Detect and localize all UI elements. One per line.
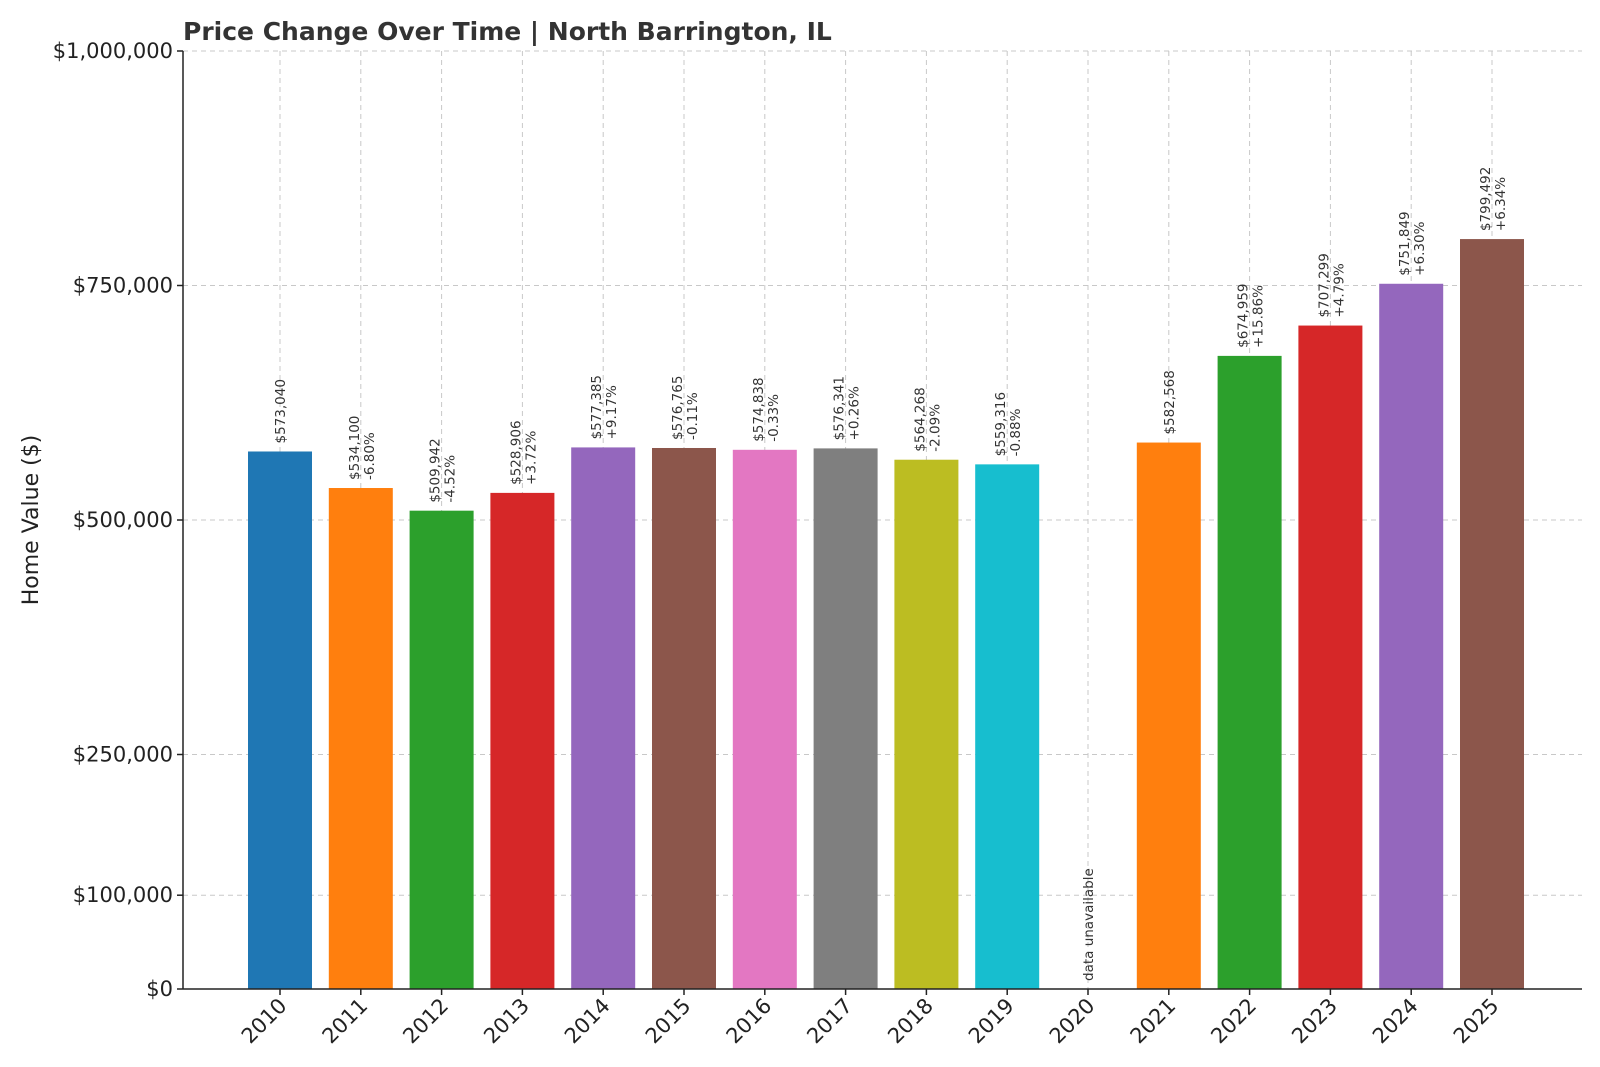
bar-2016 xyxy=(732,449,797,989)
x-tick-label-2015: 2015 xyxy=(641,994,696,1049)
axes xyxy=(177,50,1582,995)
chart-title: Price Change Over Time | North Barringto… xyxy=(183,17,832,46)
change-label-2025: +6.34% xyxy=(1493,177,1509,231)
value-label-2012: $509,942 xyxy=(428,438,444,502)
missing-label-2020: data unavailable xyxy=(1081,868,1097,981)
value-label-2021: $582,568 xyxy=(1162,370,1178,434)
value-label-2018: $564,268 xyxy=(912,387,928,451)
bar-2013 xyxy=(490,492,555,989)
change-label-2011: -6.80% xyxy=(362,432,378,480)
y-tick-label: $100,000 xyxy=(73,883,173,907)
bar-2017 xyxy=(813,448,878,989)
bar-2014 xyxy=(571,447,636,990)
x-tick-label-2016: 2016 xyxy=(722,994,777,1049)
change-label-2018: -2.09% xyxy=(927,404,943,452)
y-tick-label: $500,000 xyxy=(73,508,173,532)
change-label-2016: -0.33% xyxy=(766,394,782,442)
value-label-2017: $576,341 xyxy=(832,376,848,440)
value-label-2025: $799,492 xyxy=(1478,167,1494,231)
x-tick-label-2023: 2023 xyxy=(1287,994,1342,1049)
x-tick-label-2018: 2018 xyxy=(883,994,938,1049)
x-tick-label-2010: 2010 xyxy=(237,994,292,1049)
bar-2018 xyxy=(894,459,959,989)
x-tick-label-2013: 2013 xyxy=(479,994,534,1049)
value-label-2013: $528,906 xyxy=(508,420,524,484)
change-label-2023: +4.79% xyxy=(1331,263,1347,317)
bar-2021 xyxy=(1136,442,1201,989)
bar-2010 xyxy=(248,451,312,989)
change-label-2014: +9.17% xyxy=(604,385,620,439)
change-label-2012: -4.52% xyxy=(443,455,459,503)
y-tick-label: $0 xyxy=(146,977,173,1001)
bar-labels: $573,040 $534,100 -6.80% $509,942 -4.52% $528… xyxy=(273,167,1509,981)
y-axis-label: Home Value ($) xyxy=(19,435,44,606)
x-tick-label-2021: 2021 xyxy=(1126,994,1181,1049)
bar-2011 xyxy=(328,488,393,989)
x-tick-label-2024: 2024 xyxy=(1368,994,1423,1049)
x-tick-label-2012: 2012 xyxy=(398,994,453,1049)
bar-2025 xyxy=(1460,239,1524,989)
value-label-2011: $534,100 xyxy=(347,416,363,480)
value-label-2015: $576,765 xyxy=(670,376,686,440)
change-label-2013: +3.72% xyxy=(523,431,539,485)
x-tick-label-2022: 2022 xyxy=(1206,994,1261,1049)
bar-2023 xyxy=(1298,325,1363,989)
bar-2012 xyxy=(409,510,474,989)
change-label-2024: +6.30% xyxy=(1412,221,1428,275)
bar-2024 xyxy=(1379,283,1444,989)
x-tick-label-2020: 2020 xyxy=(1045,994,1100,1049)
value-label-2022: $674,959 xyxy=(1236,283,1252,347)
value-label-2019: $559,316 xyxy=(993,392,1009,456)
bars xyxy=(248,239,1524,990)
y-tick-label: $1,000,000 xyxy=(53,39,173,63)
x-tick-label-2014: 2014 xyxy=(560,994,615,1049)
x-tick-label-2025: 2025 xyxy=(1449,994,1504,1049)
value-label-2010: $573,040 xyxy=(273,379,289,443)
x-tick-label-2019: 2019 xyxy=(964,994,1019,1049)
change-label-2015: -0.11% xyxy=(685,392,701,440)
change-label-2022: +15.86% xyxy=(1251,285,1267,348)
gridlines xyxy=(183,50,1582,989)
change-label-2019: -0.88% xyxy=(1008,408,1024,456)
bar-2019 xyxy=(975,464,1040,990)
bar-2022 xyxy=(1217,355,1282,990)
x-tick-label-2017: 2017 xyxy=(802,994,857,1049)
change-label-2017: +0.26% xyxy=(847,386,863,440)
value-label-2024: $751,849 xyxy=(1397,211,1413,275)
bar-2015 xyxy=(652,447,716,990)
value-label-2016: $574,838 xyxy=(751,377,767,441)
value-label-2014: $577,385 xyxy=(589,375,605,439)
y-tick-label: $250,000 xyxy=(73,743,173,767)
y-tick-label: $750,000 xyxy=(73,274,173,298)
x-tick-label-2011: 2011 xyxy=(318,994,373,1049)
value-label-2023: $707,299 xyxy=(1316,253,1332,317)
